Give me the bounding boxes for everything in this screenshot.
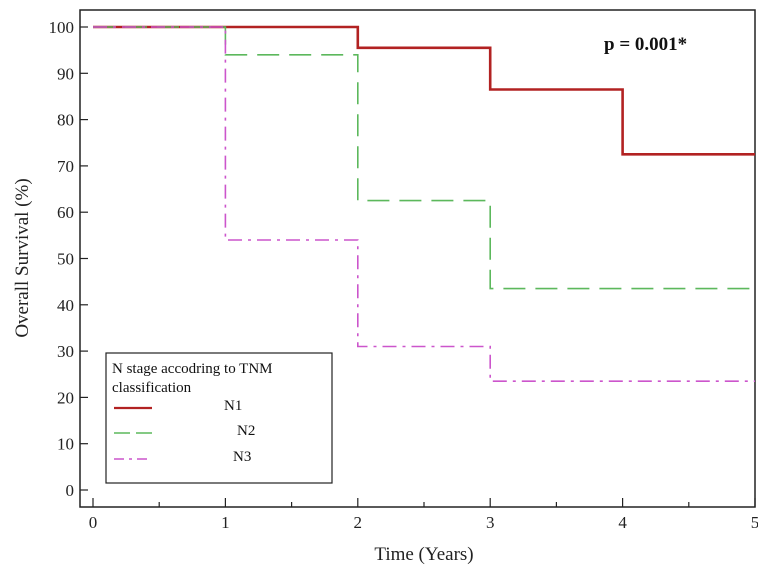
- y-axis-ticks: 0 10 20 30 40 50 60 70 80 90 100: [49, 18, 88, 500]
- y-tick-label: 100: [49, 18, 75, 37]
- x-axis-ticks: 0 1 2 3 4 5: [89, 498, 758, 532]
- y-tick-label: 20: [57, 388, 74, 407]
- series-line-n3: [93, 26, 755, 382]
- series-line-n2: [93, 26, 755, 290]
- legend-title-line2: classification: [112, 380, 192, 396]
- y-tick-label: 0: [66, 481, 75, 500]
- legend-label-n3: N3: [233, 449, 251, 465]
- legend-label-n2: N2: [237, 423, 255, 439]
- y-axis-title: Overall Survival (%): [12, 178, 33, 337]
- x-tick-label: 0: [89, 513, 98, 532]
- series-lines: [93, 25, 755, 382]
- y-tick-label: 40: [57, 296, 74, 315]
- y-tick-label: 90: [57, 64, 74, 83]
- p-value-annotation: p = 0.001*: [604, 34, 687, 55]
- y-tick-label: 70: [57, 157, 74, 176]
- y-tick-label: 50: [57, 250, 74, 269]
- x-axis-title: Time (Years): [374, 544, 473, 565]
- legend-title-line1: N stage accodring to TNM: [112, 361, 273, 377]
- y-tick-label: 60: [57, 203, 74, 222]
- legend: N stage accodring to TNM classification …: [105, 352, 333, 484]
- series-line-n1: [93, 25, 755, 156]
- y-tick-label: 80: [57, 111, 74, 130]
- x-tick-label: 5: [751, 513, 758, 532]
- x-tick-label: 4: [618, 513, 627, 532]
- x-tick-label: 1: [221, 513, 230, 532]
- y-tick-label: 30: [57, 342, 74, 361]
- x-tick-label: 3: [486, 513, 495, 532]
- y-tick-label: 10: [57, 435, 74, 454]
- legend-label-n1: N1: [224, 398, 242, 414]
- legend-entries: N1 N2 N3: [114, 398, 255, 465]
- legend-box: [105, 352, 333, 484]
- x-tick-label: 2: [354, 513, 363, 532]
